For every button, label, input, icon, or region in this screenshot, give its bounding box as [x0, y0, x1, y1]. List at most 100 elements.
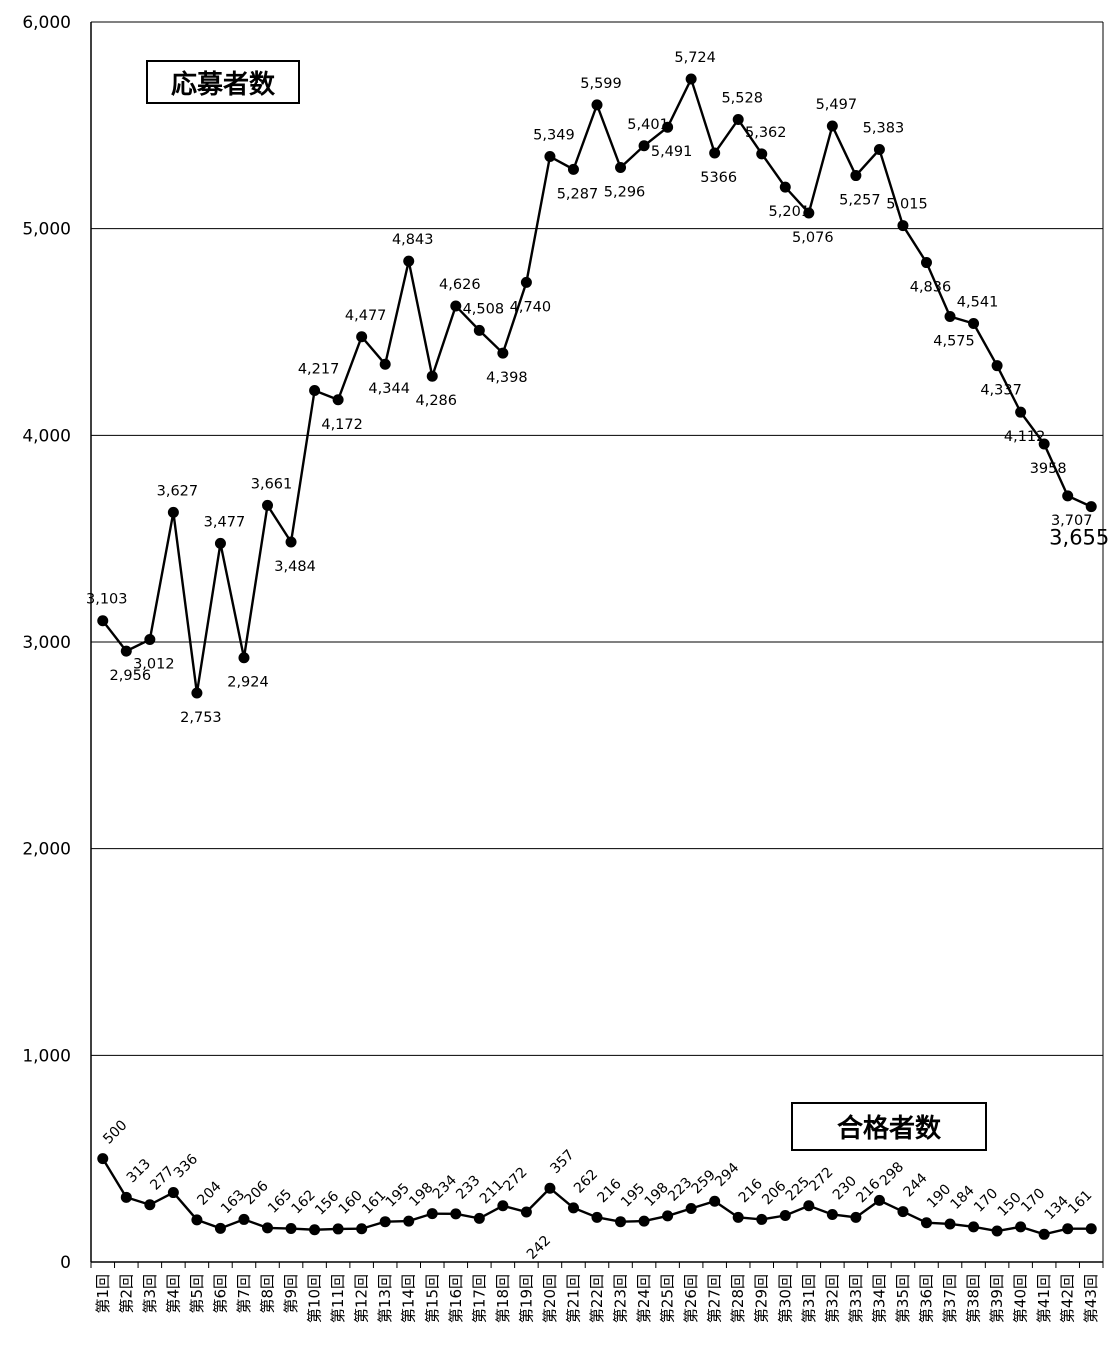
data-point [214, 537, 226, 549]
data-label: 5,497 [816, 97, 858, 113]
x-tick-label: 第22回 [588, 1274, 606, 1323]
data-point [1062, 490, 1074, 502]
data-point [544, 1182, 556, 1194]
x-tick-label: 第3回 [141, 1274, 159, 1314]
grid [91, 21, 1103, 1056]
x-tick-label: 第11回 [329, 1274, 347, 1323]
data-label: 5366 [700, 170, 737, 186]
data-point [191, 687, 203, 699]
data-label: 2,924 [227, 675, 269, 691]
x-tick-label: 第4回 [164, 1274, 182, 1314]
data-point [285, 536, 297, 548]
data-label: 5,491 [651, 144, 693, 160]
data-point [685, 73, 697, 85]
data-label: 234 [430, 1172, 460, 1202]
data-point [1085, 501, 1097, 513]
data-point [662, 1210, 674, 1222]
data-point [944, 311, 956, 322]
x-tick-label: 第31回 [800, 1274, 818, 1323]
x-tick-label: 第13回 [376, 1274, 394, 1323]
data-point [403, 1215, 415, 1227]
data-point [826, 1208, 838, 1220]
data-label: 3,627 [157, 483, 199, 499]
data-point [120, 1191, 132, 1203]
data-point [167, 506, 179, 518]
data-point [403, 255, 415, 267]
data-point [638, 1215, 650, 1227]
data-label: 190 [924, 1181, 954, 1211]
x-tick-label: 第18回 [494, 1274, 512, 1323]
data-label: 5,349 [533, 128, 575, 144]
data-point [1038, 438, 1050, 450]
x-tick-label: 第42回 [1059, 1274, 1077, 1323]
data-label: 223 [665, 1175, 695, 1205]
x-tick-label: 第15回 [423, 1274, 441, 1323]
x-tick-label: 第5回 [188, 1274, 206, 1314]
data-point [756, 1213, 768, 1225]
x-tick-label: 第12回 [353, 1274, 371, 1323]
data-label: 5,528 [721, 91, 763, 107]
y-tick-label: 4,000 [22, 426, 71, 446]
data-label: 5,383 [863, 121, 905, 137]
data-point [332, 394, 344, 406]
data-label: 5,362 [745, 125, 787, 141]
data-point [779, 1210, 791, 1221]
data-point [144, 634, 156, 646]
x-tick-label: 第25回 [659, 1274, 677, 1323]
data-point [238, 652, 250, 664]
data-point [262, 1222, 274, 1234]
data-point [850, 1211, 862, 1223]
data-point [897, 1206, 909, 1218]
x-tick-label: 第9回 [282, 1274, 300, 1314]
data-point [356, 1223, 368, 1235]
x-tick-label: 第23回 [612, 1274, 630, 1323]
x-tick-label: 第41回 [1035, 1274, 1053, 1323]
data-label: 5,599 [580, 76, 622, 92]
data-label: 3,655 [1049, 526, 1109, 550]
data-point [520, 276, 532, 288]
data-label: 3,477 [204, 514, 246, 530]
data-point [167, 1187, 179, 1199]
data-point [120, 645, 132, 657]
x-tick-label: 第21回 [564, 1274, 582, 1323]
data-point [379, 1216, 391, 1228]
data-point [450, 1208, 462, 1220]
data-label: 4,217 [298, 361, 340, 377]
data-label: 3958 [1030, 461, 1067, 477]
y-tick-label: 3,000 [22, 633, 71, 653]
data-point [920, 257, 932, 269]
data-point [662, 121, 674, 133]
data-label: 5,201 [769, 204, 811, 220]
data-label: 4,836 [910, 280, 952, 296]
x-axis: 第1回 第2回 第3回 第4回 第5回 第6回 第7回 第8回 第9回 第10回 第11回 第12回第… [90, 1261, 1104, 1323]
data-label: 4,541 [957, 295, 999, 311]
data-label: 4,344 [368, 381, 410, 397]
data-point [1038, 1228, 1050, 1240]
data-point [638, 140, 650, 152]
data-label: 298 [877, 1159, 907, 1189]
data-label: 294 [712, 1160, 742, 1190]
data-point [968, 1221, 980, 1233]
data-point [426, 370, 438, 382]
data-point [991, 1225, 1003, 1237]
data-point [732, 1211, 744, 1223]
legend-passers-label: 合格者数 [837, 1113, 942, 1144]
data-point [803, 207, 815, 219]
data-point [1015, 406, 1027, 418]
data-label: 5,296 [604, 184, 646, 200]
data-label: 5,401 [627, 117, 669, 133]
data-label: 4,843 [392, 232, 434, 248]
data-point [285, 1223, 297, 1235]
data-point [356, 331, 368, 343]
data-label: 3,484 [274, 559, 316, 575]
data-label: 4,112 [1004, 429, 1046, 445]
legend-applicants-label: 応募者数 [171, 69, 276, 100]
data-label: 4,286 [415, 393, 457, 409]
x-tick-label: 第24回 [635, 1274, 653, 1323]
data-label: 184 [948, 1183, 978, 1213]
data-point [920, 1217, 932, 1229]
data-point [803, 1200, 815, 1212]
data-point [214, 1222, 226, 1234]
